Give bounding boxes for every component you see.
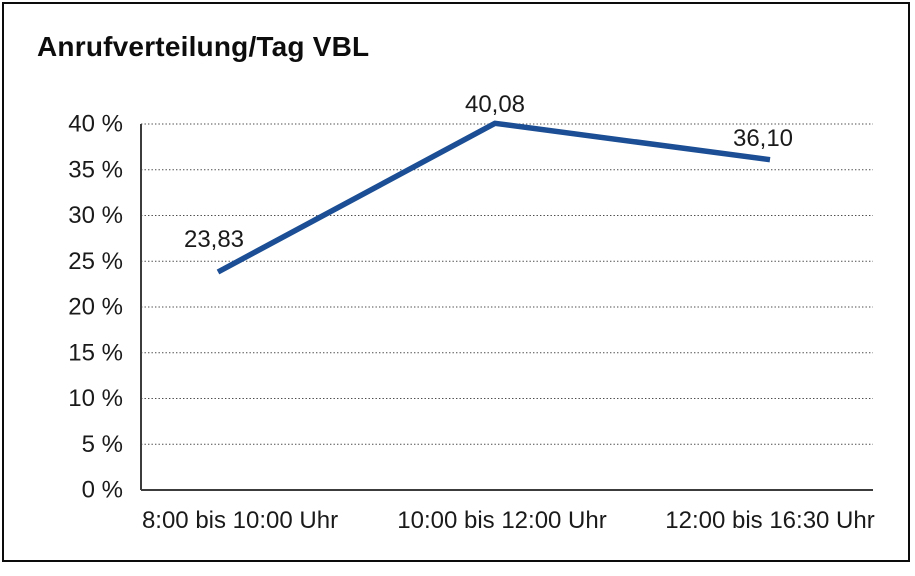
data-point-label: 36,10 xyxy=(733,125,793,152)
y-tick-label: 5 % xyxy=(82,431,123,458)
y-tick-label: 20 % xyxy=(68,294,123,321)
y-tick-label: 15 % xyxy=(68,339,123,366)
y-tick-label: 40 % xyxy=(68,111,123,138)
data-series-line xyxy=(216,120,771,275)
y-tick-label: 0 % xyxy=(82,477,123,504)
data-point-label: 40,08 xyxy=(465,91,525,118)
x-category-label: 12:00 bis 16:30 Uhr xyxy=(665,507,874,534)
data-point-label: 23,83 xyxy=(184,226,244,253)
y-tick-label: 10 % xyxy=(68,385,123,412)
x-category-label: 10:00 bis 12:00 Uhr xyxy=(397,507,606,534)
y-tick-label: 35 % xyxy=(68,156,123,183)
chart-outer-border xyxy=(2,2,910,562)
x-category-label: 8:00 bis 10:00 Uhr xyxy=(142,507,338,534)
y-tick-label: 25 % xyxy=(68,248,123,275)
y-tick-label: 30 % xyxy=(68,202,123,229)
chart-title: Anrufverteilung/Tag VBL xyxy=(37,31,370,62)
